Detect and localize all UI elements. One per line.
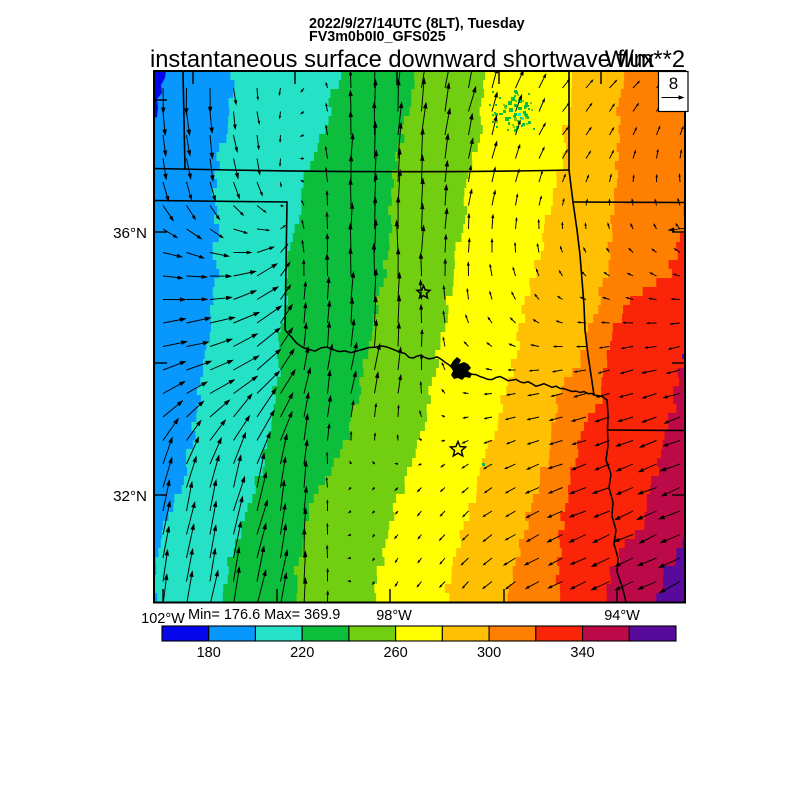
svg-text:2022/9/27/14UTC (8LT), Tuesday: 2022/9/27/14UTC (8LT), Tuesday [309,16,525,32]
svg-text:300: 300 [477,645,501,661]
svg-text:180: 180 [197,645,221,661]
svg-text:FV3m0b0I0_GFS025: FV3m0b0I0_GFS025 [309,29,446,45]
svg-text:98°W: 98°W [376,608,412,624]
svg-text:8: 8 [669,74,678,93]
svg-text:W/m**2: W/m**2 [605,47,685,73]
svg-text:instantaneous surface downward: instantaneous surface downward shortwave… [150,47,654,73]
svg-text:36°N: 36°N [113,225,147,242]
svg-text:220: 220 [290,645,314,661]
svg-text:32°N: 32°N [113,488,147,505]
svg-text:260: 260 [383,645,407,661]
svg-text:102°W: 102°W [141,611,185,627]
svg-text:340: 340 [570,645,594,661]
svg-text:94°W: 94°W [604,608,640,624]
svg-text:Min= 176.6 Max= 369.9: Min= 176.6 Max= 369.9 [188,607,340,623]
